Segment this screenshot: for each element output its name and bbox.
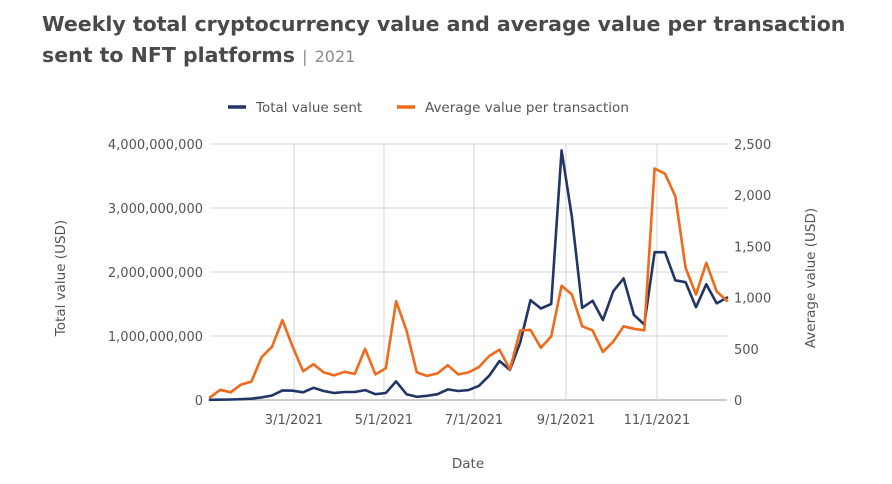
- y-left-tick-label: 2,000,000,000: [108, 266, 203, 281]
- series-line-average-value: [208, 167, 729, 399]
- y-left-tick-label: 4,000,000,000: [108, 138, 203, 153]
- x-axis-title: Date: [452, 456, 484, 472]
- x-tick-label: 9/1/2021: [537, 413, 595, 428]
- legend-label-average-value: Average value per transaction: [425, 100, 629, 116]
- y-left-tick-label: 0: [195, 394, 203, 409]
- y-axis-title-right: Average value (USD): [803, 208, 819, 348]
- chart-title: Weekly total cryptocurrency value and av…: [42, 9, 862, 72]
- chart-title-separator: |: [302, 47, 308, 66]
- y-left-tick-label: 1,000,000,000: [108, 330, 203, 345]
- y-left-tick-label: 3,000,000,000: [108, 202, 203, 217]
- series-line-total-value: [208, 149, 729, 402]
- grid-lines: [210, 143, 727, 401]
- y-right-tick-label: 1,500: [734, 240, 771, 255]
- legend-label-total-value: Total value sent: [255, 100, 362, 116]
- x-tick-label: 11/1/2021: [624, 413, 691, 428]
- y-right-tick-label: 500: [734, 343, 759, 358]
- axis-labels: Date Total value (USD) Average value (USD): [53, 208, 819, 472]
- x-tick-label: 7/1/2021: [445, 413, 503, 428]
- y-right-tick-label: 0: [734, 394, 742, 409]
- axes: 4,000,000,000 3,000,000,000 2,000,000,000 1…: [108, 138, 771, 428]
- y-right-tick-label: 2,500: [734, 138, 771, 153]
- y-axis-title-left: Total value (USD): [53, 220, 69, 337]
- x-tick-label: 3/1/2021: [265, 413, 323, 428]
- chart-title-year: 2021: [314, 47, 356, 66]
- y-right-tick-label: 1,000: [734, 292, 771, 307]
- series-lines: [208, 149, 729, 402]
- legend: Total value sent Average value per transa…: [228, 100, 629, 116]
- x-tick-label: 5/1/2021: [355, 413, 413, 428]
- y-right-tick-label: 2,000: [734, 189, 771, 204]
- chart-title-main: Weekly total cryptocurrency value and av…: [42, 12, 846, 67]
